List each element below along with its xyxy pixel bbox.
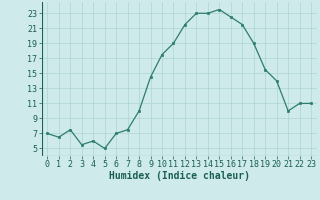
X-axis label: Humidex (Indice chaleur): Humidex (Indice chaleur) — [109, 171, 250, 181]
